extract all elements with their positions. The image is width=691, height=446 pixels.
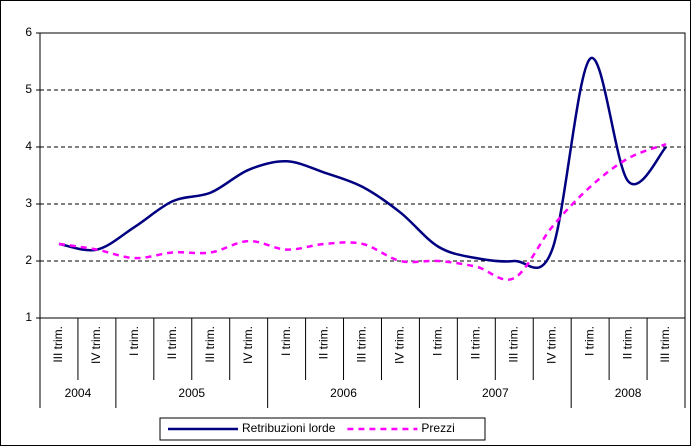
year-label: 2006 bbox=[330, 386, 357, 400]
x-tick-label: I trim. bbox=[431, 326, 445, 356]
x-tick-label: I trim. bbox=[127, 326, 141, 356]
series-line bbox=[58, 142, 667, 281]
y-tick-label: 6 bbox=[25, 25, 32, 39]
series-line bbox=[58, 56, 667, 270]
x-tick-label: III trim. bbox=[658, 326, 672, 363]
y-tick-label: 5 bbox=[25, 82, 32, 96]
year-label: 2004 bbox=[65, 386, 92, 400]
y-tick-label: 3 bbox=[25, 196, 32, 210]
x-tick-label: II trim. bbox=[317, 326, 331, 359]
x-tick-label: III trim. bbox=[203, 326, 217, 363]
x-tick-label: II trim. bbox=[468, 326, 482, 359]
x-tick-label: IV trim. bbox=[393, 326, 407, 364]
year-label: 2008 bbox=[615, 386, 642, 400]
x-tick-label: IV trim. bbox=[241, 326, 255, 364]
legend-box bbox=[159, 417, 486, 441]
x-tick-label: I trim. bbox=[279, 326, 293, 356]
y-tick-label: 2 bbox=[25, 253, 32, 267]
x-tick-label: IV trim. bbox=[89, 326, 103, 364]
year-label: 2005 bbox=[178, 386, 205, 400]
x-tick-label: I trim. bbox=[582, 326, 596, 356]
legend-label: Retribuzioni lorde bbox=[242, 421, 336, 435]
x-tick-label: II trim. bbox=[165, 326, 179, 359]
legend-label: Prezzi bbox=[421, 421, 454, 435]
x-tick-label: III trim. bbox=[506, 326, 520, 363]
x-tick-label: III trim. bbox=[355, 326, 369, 363]
legend: Retribuzioni lorde Prezzi bbox=[159, 417, 486, 441]
x-tick-label: II trim. bbox=[620, 326, 634, 359]
y-tick-label: 1 bbox=[25, 310, 32, 324]
x-tick-label: III trim. bbox=[51, 326, 65, 363]
year-label: 2007 bbox=[482, 386, 509, 400]
plot-frame bbox=[39, 32, 686, 319]
y-tick-label: 4 bbox=[25, 139, 32, 153]
x-tick-label: IV trim. bbox=[544, 326, 558, 364]
